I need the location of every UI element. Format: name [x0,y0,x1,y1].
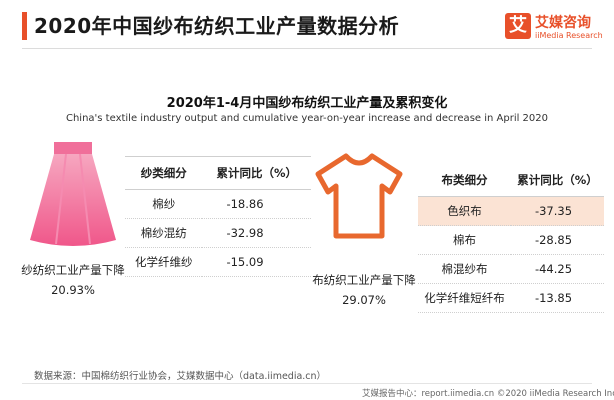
table-row: 棉混纱布 -44.25 [418,254,604,284]
cloth-row-value: -37.35 [510,196,604,226]
cloth-col-category: 布类细分 [418,164,511,197]
yarn-col-category: 纱类细分 [125,156,203,190]
table-row: 化学纤维短纤布 -13.85 [418,283,604,313]
table-row: 色织布 -37.35 [418,196,604,226]
table-row: 化学纤维纱 -15.09 [125,247,311,277]
cloth-row-value: -44.25 [510,254,604,284]
title-accent-bar [22,12,27,40]
skirt-body [30,154,116,246]
data-source: 数据来源：中国棉纺织行业协会，艾媒数据中心（data.iimedia.cn） [34,371,327,382]
yarn-row-value: -18.86 [202,189,311,219]
skirt-waistband [54,142,92,154]
cloth-row-value: -28.85 [510,225,604,255]
cloth-caption: 布纺织工业产量下降 [312,273,416,287]
yarn-caption: 纱纺织工业产量下降 [21,263,125,277]
yarn-table-header: 纱类细分 累计同比（%） [125,156,311,190]
tshirt-icon [315,153,403,239]
skirt-icon [30,142,116,246]
cloth-row-value: -13.85 [510,283,604,313]
yarn-row-value: -32.98 [202,218,311,248]
logo-cn-text: 艾媒咨询 [535,15,591,31]
yarn-total: 20.93% [51,283,95,297]
cloth-table-header: 布类细分 累计同比（%） [418,164,604,197]
header-divider [22,48,592,49]
footer-copyright: 艾媒报告中心：report.iimedia.cn ©2020 iiMedia R… [362,389,614,399]
table-row: 棉布 -28.85 [418,225,604,255]
cloth-table: 布类细分 累计同比（%） 色织布 -37.35 棉布 -28.85 棉混纱布 -… [418,164,604,313]
logo-mark: 艾 [505,13,531,39]
cloth-row-name: 棉混纱布 [418,254,511,284]
cloth-row-name: 棉布 [418,225,511,255]
cloth-row-name: 化学纤维短纤布 [418,283,511,313]
footer-divider [22,383,592,384]
cloth-total: 29.07% [342,293,386,307]
table-row: 棉纱 -18.86 [125,189,311,219]
yarn-row-name: 棉纱 [125,189,203,219]
page-title: 2020年中国纱布纺织工业产量数据分析 [34,14,400,38]
yarn-row-name: 化学纤维纱 [125,247,203,277]
chart-title: 2020年1-4月中国纱布纺织工业产量及累积变化 [166,96,448,111]
chart-subtitle: China's textile industry output and cumu… [65,113,549,124]
tshirt-outline [315,153,403,239]
yarn-row-value: -15.09 [202,247,311,277]
yarn-row-name: 棉纱混纺 [125,218,203,248]
brand-logo: 艾 艾媒咨询 iiMedia Research [505,8,605,52]
cloth-col-yoy: 累计同比（%） [510,164,604,197]
yarn-table: 纱类细分 累计同比（%） 棉纱 -18.86 棉纱混纺 -32.98 化学纤维纱… [125,156,311,277]
table-row: 棉纱混纺 -32.98 [125,218,311,248]
cloth-row-name: 色织布 [418,196,511,226]
yarn-col-yoy: 累计同比（%） [202,156,311,190]
logo-en-text: iiMedia Research [535,31,603,40]
